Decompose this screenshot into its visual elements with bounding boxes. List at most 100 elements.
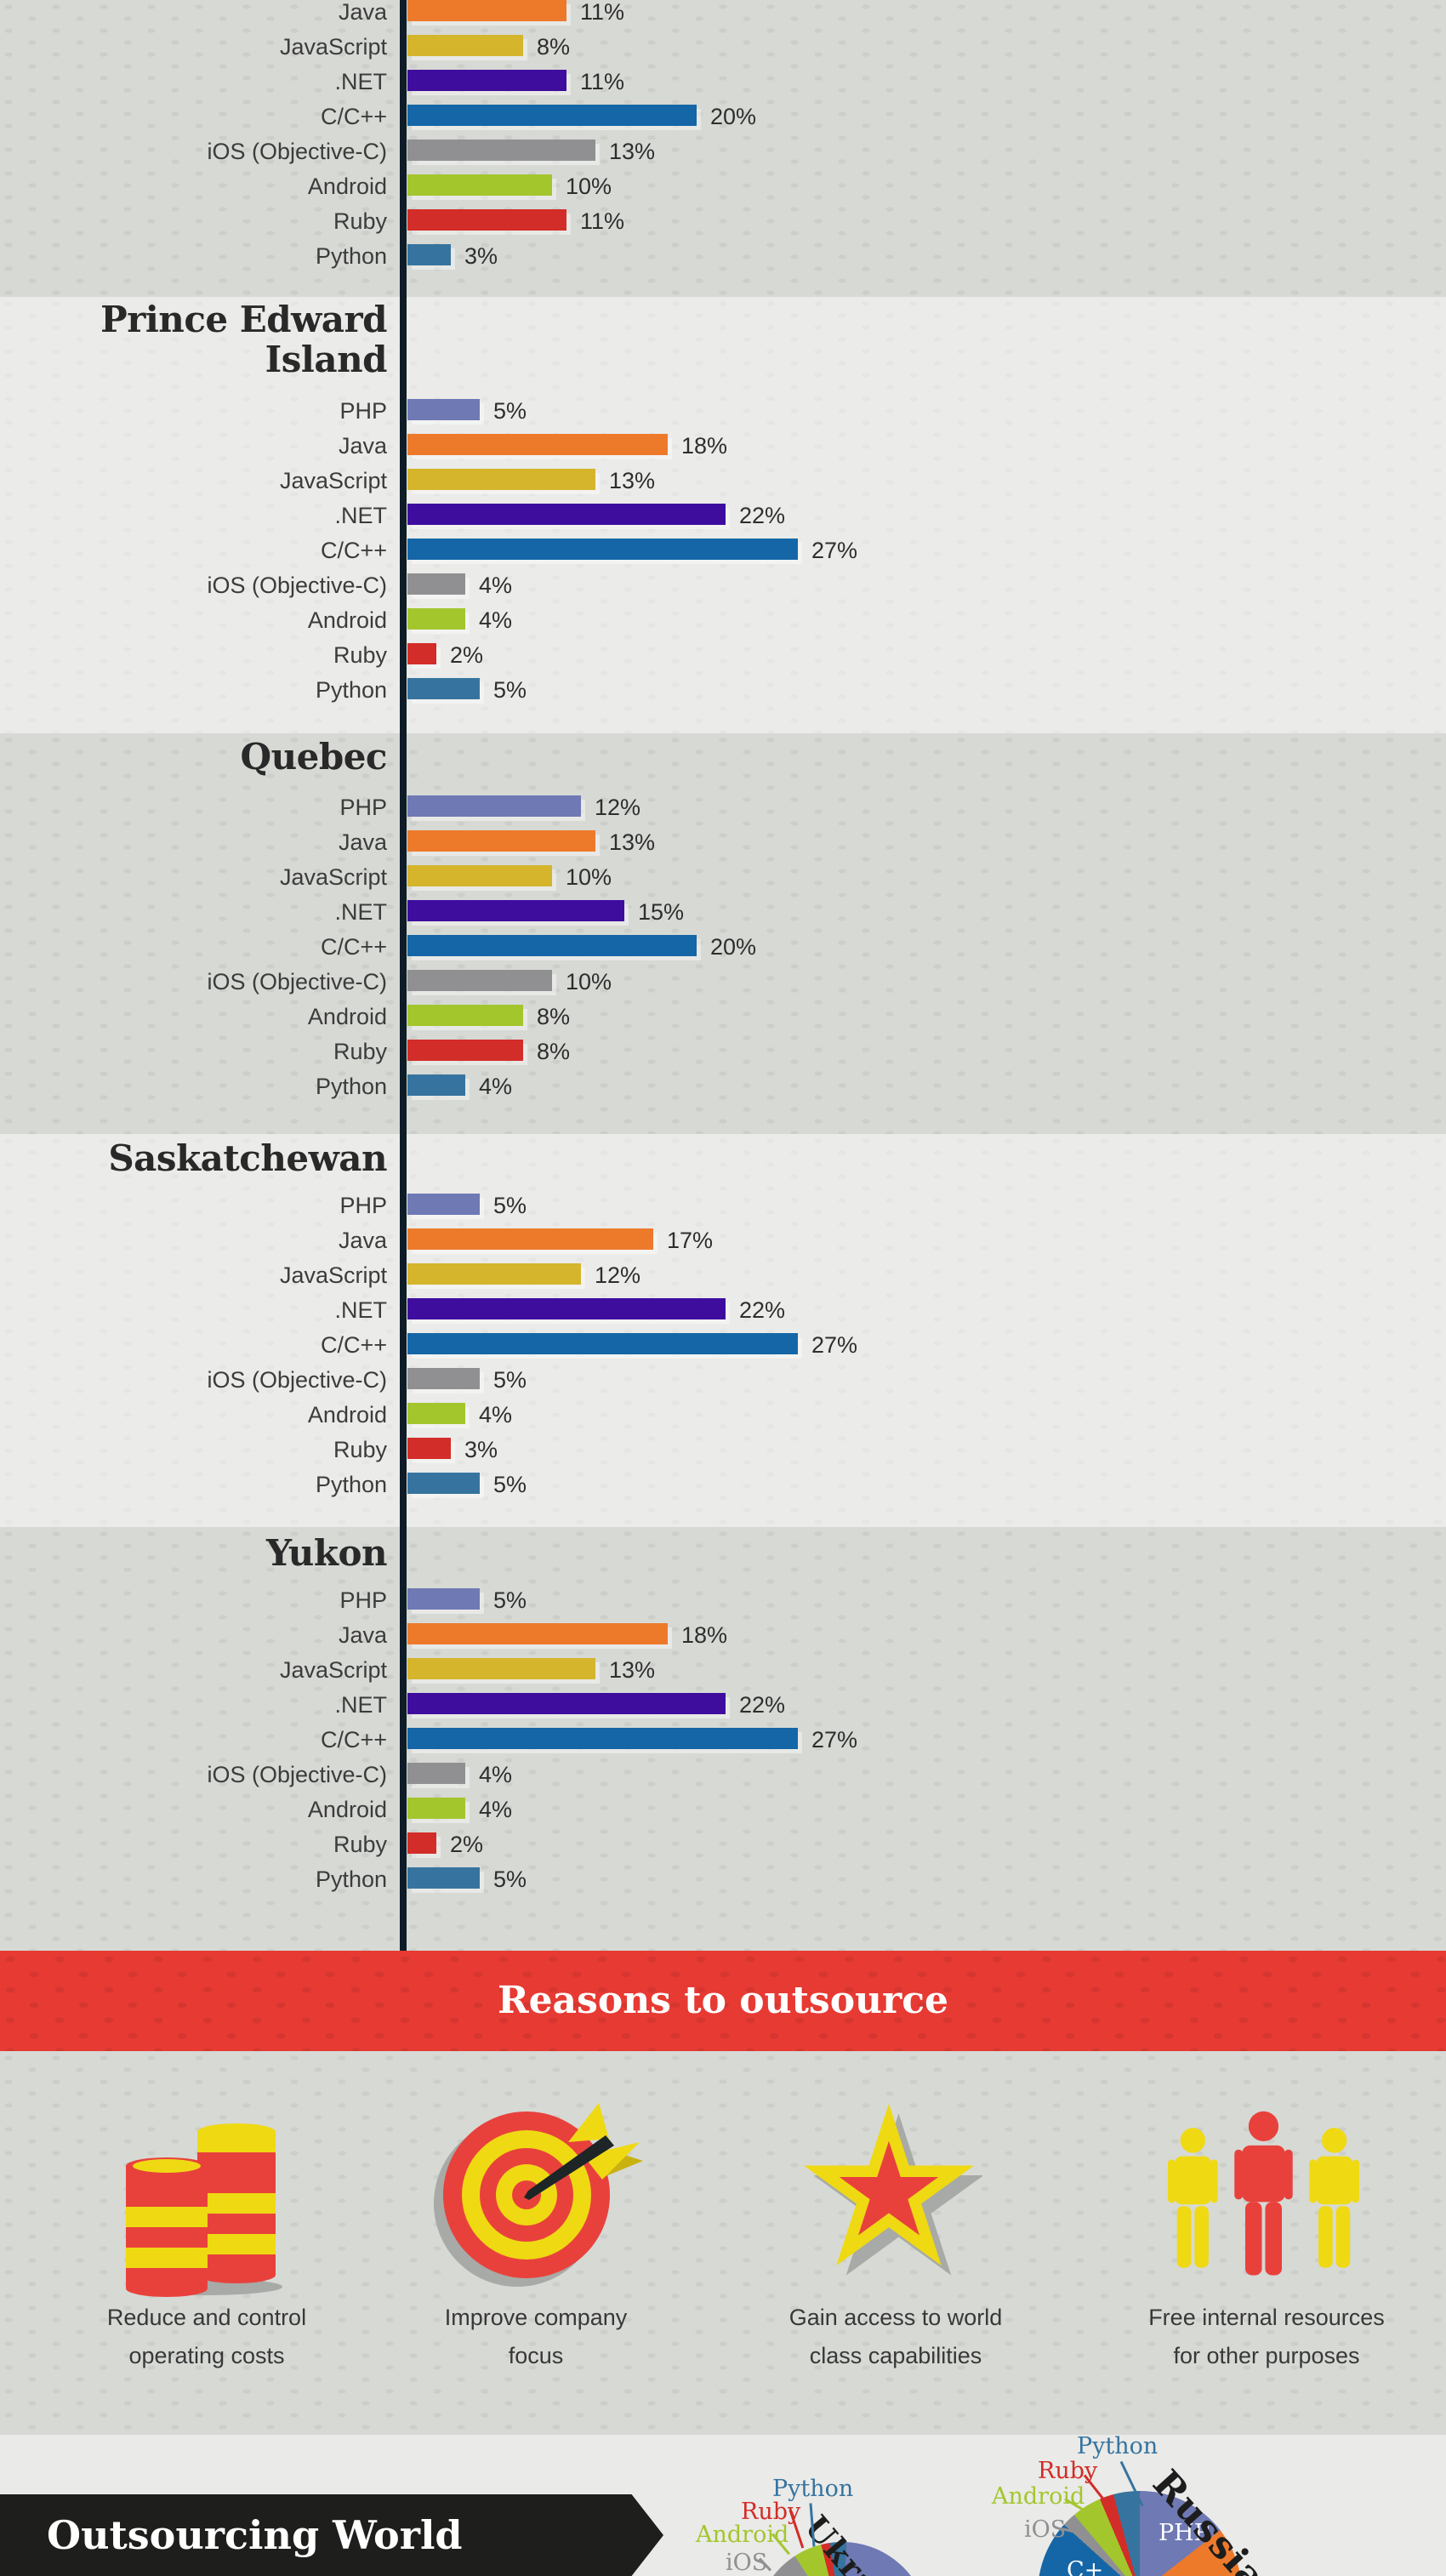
category-label: JavaScript <box>279 34 387 60</box>
bar <box>407 1228 653 1250</box>
bar-row: JavaScript 8% <box>0 28 1446 63</box>
bar-row: JavaScript 13% <box>0 462 1446 497</box>
value-label: 10% <box>566 864 612 890</box>
reasons-banner: Reasons to outsource <box>0 1951 1446 2051</box>
people-icon <box>1168 2111 1359 2276</box>
bar-row: Ruby 2% <box>0 1826 1446 1861</box>
russia-cplus-slice-label: C+ <box>1067 2557 1104 2576</box>
category-label: iOS (Objective-C) <box>207 1762 387 1787</box>
bar-row: Python 3% <box>0 237 1446 272</box>
category-label: PHP <box>339 1587 387 1613</box>
bar-row: iOS (Objective-C) 10% <box>0 963 1446 998</box>
value-label: 11% <box>580 0 625 25</box>
value-label: 20% <box>710 104 757 129</box>
bar-row: JavaScript 13% <box>0 1651 1446 1686</box>
bar <box>407 539 798 560</box>
caption-company-focus: Improve company focus <box>391 2299 680 2375</box>
value-label: 5% <box>493 1193 527 1218</box>
category-label: Android <box>307 607 387 633</box>
section-pei-bg <box>0 297 1446 733</box>
bar <box>407 469 595 490</box>
bar-row: Ruby 2% <box>0 636 1446 671</box>
bar <box>407 35 523 56</box>
category-label: Android <box>307 1797 387 1822</box>
bar-row: PHP 12% <box>0 789 1446 824</box>
value-label: 4% <box>479 607 513 633</box>
category-label: .NET <box>334 1692 387 1718</box>
category-label: C/C++ <box>320 1332 387 1358</box>
outsourcing-world-title: Outsourcing World <box>47 2512 463 2558</box>
bar <box>407 573 465 595</box>
value-label: 5% <box>493 1587 527 1613</box>
bar-row: .NET 15% <box>0 893 1446 928</box>
reasons-banner-title: Reasons to outsource <box>498 1979 948 2022</box>
caption-line: Improve company <box>444 2305 628 2330</box>
bar-row: iOS (Objective-C) 13% <box>0 133 1446 168</box>
bar-row: Android 4% <box>0 601 1446 636</box>
caption-world-class: Gain access to world class capabilities <box>751 2299 1040 2375</box>
bar <box>407 1194 480 1215</box>
bar <box>407 1298 726 1319</box>
value-label: 8% <box>537 34 571 60</box>
category-label: Python <box>315 677 387 703</box>
bar <box>407 1438 451 1459</box>
bar-row: Java 17% <box>0 1222 1446 1257</box>
bar <box>407 174 552 196</box>
bar-row: C/C++ 20% <box>0 928 1446 963</box>
category-label: C/C++ <box>320 104 387 129</box>
category-label: Python <box>315 1866 387 1892</box>
value-label: 4% <box>479 1797 513 1822</box>
category-label: Java <box>338 0 387 25</box>
category-label: .NET <box>334 899 387 925</box>
category-label: iOS (Objective-C) <box>207 969 387 994</box>
category-label: Android <box>307 1402 387 1428</box>
category-label: Ruby <box>333 1437 387 1462</box>
bar-row: Python 4% <box>0 1068 1446 1103</box>
bar-row: Java 18% <box>0 1616 1446 1651</box>
bar <box>407 244 451 265</box>
value-label: 2% <box>450 642 484 668</box>
category-label: iOS (Objective-C) <box>207 139 387 164</box>
bar-row: JavaScript 10% <box>0 858 1446 893</box>
bar-row: C/C++ 27% <box>0 1326 1446 1361</box>
bar <box>407 434 668 455</box>
bar <box>407 1693 726 1714</box>
category-label: iOS (Objective-C) <box>207 1367 387 1393</box>
region-title-quebec: Quebec <box>240 736 387 778</box>
ukraine-python-label: Python <box>772 2476 854 2502</box>
bar <box>407 1473 480 1494</box>
bar <box>407 1074 465 1096</box>
caption-line: Free internal resources <box>1148 2305 1385 2330</box>
bar <box>407 1623 668 1644</box>
caption-line: Gain access to world <box>788 2305 1003 2330</box>
bar-row: iOS (Objective-C) 4% <box>0 1756 1446 1791</box>
target-icon <box>434 2103 643 2287</box>
section-top-chart-bg <box>0 0 1446 297</box>
caption-line: for other purposes <box>1173 2343 1360 2368</box>
bar-row: .NET 22% <box>0 1686 1446 1721</box>
category-label: Android <box>307 1004 387 1029</box>
category-label: Java <box>338 433 387 459</box>
bar <box>407 1763 465 1784</box>
section-saskatchewan-bg <box>0 1134 1446 1527</box>
value-label: 10% <box>566 174 612 199</box>
bar-row: C/C++ 20% <box>0 98 1446 133</box>
category-label: .NET <box>334 69 387 94</box>
bar-row: JavaScript 12% <box>0 1257 1446 1291</box>
bar <box>407 970 552 991</box>
bar <box>407 1005 523 1026</box>
star-icon <box>803 2103 982 2276</box>
region-title-saskatchewan: Saskatchewan <box>108 1137 387 1179</box>
value-label: 27% <box>811 1332 858 1358</box>
bar <box>407 1040 523 1061</box>
bar-row: Python 5% <box>0 1861 1446 1895</box>
russia-android-label: Android <box>992 2483 1085 2510</box>
bar <box>407 865 552 886</box>
bar-row: Java 13% <box>0 824 1446 858</box>
category-label: .NET <box>334 503 387 528</box>
bar <box>407 1403 465 1424</box>
bar <box>407 1368 480 1389</box>
value-label: 4% <box>479 573 513 598</box>
value-label: 20% <box>710 934 757 960</box>
